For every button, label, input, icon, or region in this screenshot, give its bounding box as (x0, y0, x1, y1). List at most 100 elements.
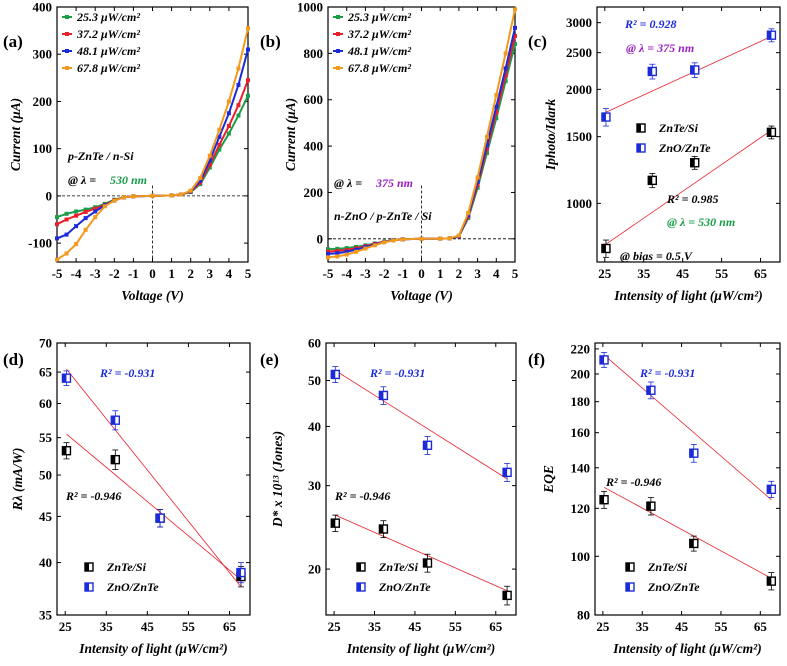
legend-marker (336, 66, 340, 70)
x-tick-label: 2 (187, 266, 194, 281)
data-point-fill (689, 449, 694, 458)
x-tick-label: 45 (141, 619, 155, 634)
x-tick-label: 65 (489, 619, 503, 634)
x-tick-label: 35 (636, 619, 650, 634)
data-point (246, 78, 250, 83)
data-point (335, 251, 340, 256)
fit-line (66, 433, 242, 580)
legend-marker (65, 15, 69, 19)
data-point (382, 240, 387, 245)
data-point (494, 116, 499, 121)
data-point (55, 236, 59, 241)
y-tick-label: 2500 (566, 45, 592, 60)
legend-marker (65, 32, 69, 36)
data-point (335, 248, 340, 253)
data-point (456, 233, 461, 238)
y-tick-label: 1000 (566, 196, 592, 211)
legend-marker (65, 49, 69, 53)
x-axis-label: Voltage (V) (121, 288, 184, 303)
data-point (326, 249, 330, 254)
panel-c: (c) 25 35 45 55 65 1000 1500 2000 2500 3000 Intensi… (528, 6, 781, 303)
x-tick-label: 45 (675, 619, 689, 634)
x-axis-label: Intensity of light (μW/cm²) (612, 641, 761, 656)
panel-f: (f) 25 35 45 55 65 80 100 120 140 160 180 200 220 Inte… (528, 341, 781, 656)
legend-entry: ZnO/ZnTe (106, 580, 159, 594)
data-point (513, 42, 517, 47)
legend-marker (336, 49, 340, 53)
panel-label: (d) (3, 350, 24, 369)
data-point (236, 103, 241, 108)
data-point-fill (331, 519, 336, 528)
panel-label: (e) (260, 350, 279, 369)
data-point-fill (236, 568, 241, 577)
legend-entry: 25.3 μW/cm² (347, 10, 411, 24)
data-point (484, 142, 489, 147)
legend-entry: ZnTe/Si (378, 560, 419, 574)
panel-label: (b) (260, 32, 281, 51)
legend-marker-fill (85, 583, 89, 591)
legend-marker-fill (357, 583, 361, 591)
fit-line (66, 368, 242, 588)
annotation: @ λ = (334, 176, 362, 190)
panel-d: (d) 25 35 45 55 65 35 40 45 50 55 60 65 70 Intensity o… (3, 336, 251, 656)
data-point-fill (111, 455, 116, 464)
data-point (503, 73, 508, 78)
x-tick-label: 1 (168, 266, 175, 281)
data-point (419, 236, 424, 241)
annotation: R² = -0.931 (639, 366, 695, 380)
y-tick-label: 55 (39, 430, 53, 445)
x-tick-label: 3 (474, 266, 481, 281)
panel-b: (b)-5 -4 -3 -2 -1 0 1 2 3 4 502004006008001000Volt… (260, 0, 519, 303)
data-point (344, 249, 349, 254)
data-point (74, 213, 79, 218)
fit-line (605, 129, 772, 245)
y-tick-label: 60 (39, 396, 52, 411)
data-point (207, 162, 212, 167)
y-axis-label: D* x 10¹³ (Jones) (270, 431, 285, 528)
data-point (484, 151, 489, 156)
y-tick-label: 600 (304, 92, 324, 107)
y-tick-label: 35 (39, 608, 53, 623)
y-tick-label: 800 (304, 46, 324, 61)
x-tick-label: -3 (90, 266, 101, 281)
panel-label: (a) (3, 32, 23, 51)
data-point (121, 195, 126, 200)
legend-entry: 37.2 μW/cm² (76, 27, 140, 41)
data-point-fill (767, 485, 772, 494)
data-point (93, 215, 98, 220)
annotation: R² = 0.928 (624, 17, 676, 31)
x-tick-label: 5 (512, 266, 519, 281)
legend-marker-fill (637, 144, 641, 152)
data-point (74, 209, 79, 214)
data-point (503, 79, 508, 84)
data-point-fill (423, 558, 428, 567)
annotation: n-ZnO / p-ZnTe / Si (334, 209, 432, 223)
data-point (226, 124, 231, 128)
legend-entry: 37.2 μW/cm² (347, 27, 411, 41)
y-tick-label: 0 (46, 188, 53, 203)
data-point (64, 251, 69, 256)
legend-entry: 48.1 μW/cm² (76, 44, 140, 58)
y-tick-label: 40 (308, 419, 321, 434)
data-point (55, 215, 59, 220)
annotation: R² = -0.931 (99, 366, 155, 380)
x-axis-label: Voltage (V) (390, 288, 453, 303)
x-tick-label: 35 (368, 619, 382, 634)
y-tick-label: 80 (577, 608, 590, 623)
data-point (83, 207, 88, 212)
y-tick-label: 300 (33, 47, 53, 62)
data-point (55, 257, 59, 262)
x-tick-label: 55 (182, 619, 196, 634)
legend-marker-fill (85, 563, 89, 571)
plot-frame (594, 342, 781, 616)
data-point-fill (767, 128, 772, 137)
data-point (447, 236, 452, 241)
legend-marker (336, 15, 340, 19)
data-point (372, 243, 377, 248)
y-axis-label: Current (μA) (8, 98, 23, 171)
legend-marker (65, 66, 69, 70)
legend-entry: 67.8 μW/cm² (348, 61, 411, 75)
y-tick-label: 20 (308, 562, 321, 577)
annotation: p-ZnTe / n-Si (67, 149, 134, 163)
data-point-fill (331, 370, 336, 379)
